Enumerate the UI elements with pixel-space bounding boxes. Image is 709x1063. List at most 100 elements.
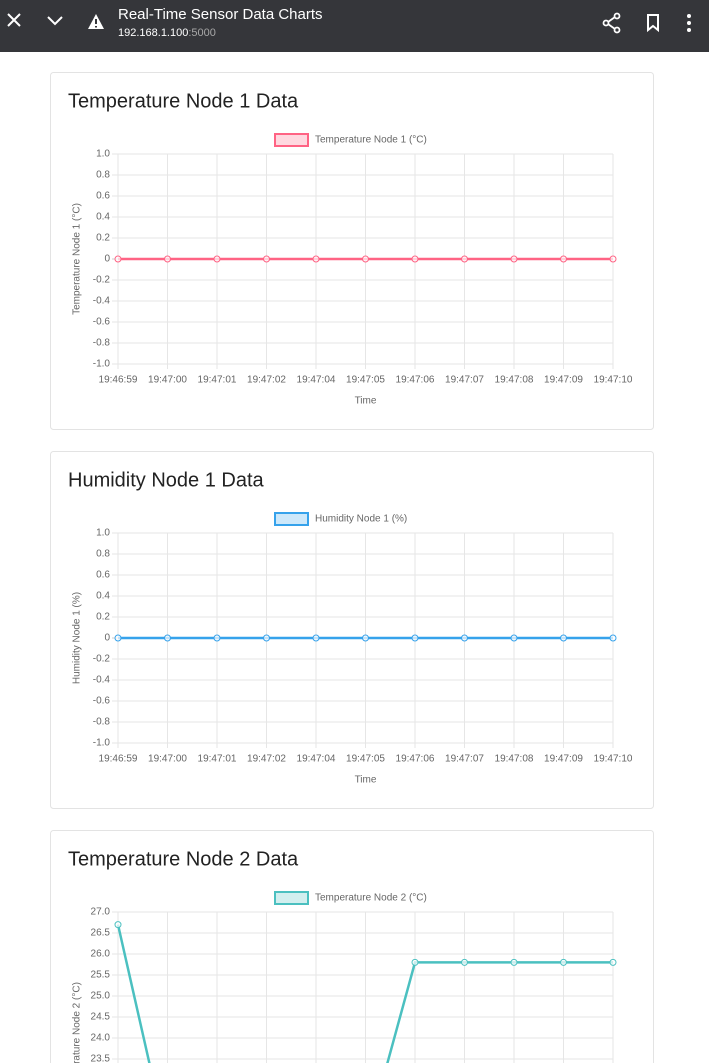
x-axis-label: Time (355, 775, 377, 786)
y-tick-label: 27.0 (91, 907, 111, 918)
y-tick-label: -1.0 (93, 359, 111, 370)
url-host: 192.168.1.100 (118, 27, 189, 39)
y-axis-label: Temperature Node 1 (°C) (72, 203, 83, 315)
y-tick-label: 0.2 (96, 233, 110, 244)
y-tick-label: 1.0 (96, 528, 110, 539)
legend-swatch (274, 133, 309, 147)
x-tick-label: 19:47:09 (544, 375, 583, 386)
data-point (114, 634, 122, 642)
data-point (461, 958, 468, 966)
x-tick-label: 19:47:01 (198, 375, 237, 386)
y-tick-label: 0.6 (96, 570, 110, 581)
menu-icon[interactable] (684, 13, 694, 33)
data-point (560, 634, 567, 642)
data-point (510, 255, 518, 263)
y-tick-label: 26.0 (91, 949, 111, 960)
x-axis-label: Time (355, 396, 377, 407)
y-tick-label: 0.2 (96, 612, 110, 623)
y-tick-label: 1.0 (96, 149, 110, 160)
data-point (510, 634, 518, 642)
y-tick-label: -0.6 (93, 696, 111, 707)
x-tick-label: 19:47:05 (346, 754, 385, 765)
data-point (411, 634, 419, 642)
y-tick-label: 26.5 (91, 928, 111, 939)
url-port: :5000 (188, 27, 216, 39)
legend-swatch (274, 512, 309, 526)
chart-title: Humidity Node 1 Data (68, 469, 265, 491)
data-point (510, 958, 518, 966)
data-point (263, 634, 270, 642)
warning-icon[interactable] (87, 13, 105, 31)
y-tick-label: 0.8 (96, 549, 110, 560)
data-point (461, 255, 468, 263)
x-tick-label: 19:47:08 (495, 754, 534, 765)
y-tick-label: 25.5 (91, 970, 111, 981)
data-point (114, 255, 122, 263)
share-icon[interactable] (601, 12, 623, 34)
x-tick-label: 19:47:05 (346, 375, 385, 386)
chart-title: Temperature Node 1 Data (68, 90, 299, 112)
y-tick-label: -0.8 (93, 717, 111, 728)
x-tick-label: 19:47:04 (297, 375, 336, 386)
data-point (263, 255, 270, 263)
y-tick-label: -0.6 (93, 317, 111, 328)
data-point (609, 255, 617, 263)
data-point (213, 255, 221, 263)
data-point (164, 634, 171, 642)
y-tick-label: 0.4 (96, 591, 110, 602)
y-tick-label: 0.6 (96, 191, 110, 202)
content: Temperature Node 1 Data Temperature Node … (50, 72, 654, 1063)
x-tick-label: 19:46:59 (99, 754, 138, 765)
data-point (461, 634, 468, 642)
series-line (116, 924, 613, 1063)
y-tick-label: -1.0 (93, 738, 111, 749)
data-point (312, 634, 320, 642)
y-tick-label: 0.4 (96, 212, 110, 223)
card (50, 830, 654, 1063)
y-tick-label: 0 (104, 633, 110, 644)
chart-title: Temperature Node 2 Data (68, 848, 299, 870)
bookmark-icon[interactable] (645, 13, 663, 33)
y-tick-label: -0.4 (93, 675, 111, 686)
data-point (362, 634, 369, 642)
x-tick-label: 19:47:02 (247, 754, 286, 765)
x-tick-label: 19:47:06 (396, 375, 435, 386)
data-point (411, 958, 419, 966)
y-tick-label: 24.0 (91, 1033, 111, 1044)
x-tick-label: 19:46:59 (99, 375, 138, 386)
y-tick-label: 23.5 (91, 1054, 111, 1063)
data-point (560, 958, 567, 966)
y-axis-label: Temperature Node 2 (°C) (72, 982, 83, 1063)
data-point (312, 255, 320, 263)
x-tick-label: 19:47:02 (247, 375, 286, 386)
y-tick-label: -0.4 (93, 296, 111, 307)
data-point (411, 255, 419, 263)
x-tick-label: 19:47:00 (148, 754, 187, 765)
x-tick-label: 19:47:07 (445, 375, 484, 386)
x-tick-label: 19:47:10 (594, 375, 633, 386)
x-tick-label: 19:47:00 (148, 375, 187, 386)
y-tick-label: 24.5 (91, 1012, 111, 1023)
x-tick-label: 19:47:04 (297, 754, 336, 765)
y-tick-label: -0.2 (93, 654, 111, 665)
url[interactable]: 192.168.1.100:5000 (118, 27, 216, 39)
x-tick-label: 19:47:01 (198, 754, 237, 765)
browser-bar: Real-Time Sensor Data Charts 192.168.1.1… (0, 0, 709, 52)
data-point (609, 634, 617, 642)
y-tick-label: -0.2 (93, 275, 111, 286)
data-point (213, 634, 221, 642)
y-tick-label: 25.0 (91, 991, 111, 1002)
data-point (164, 255, 171, 263)
close-icon[interactable] (5, 11, 23, 29)
data-point (609, 958, 617, 966)
x-tick-label: 19:47:10 (594, 754, 633, 765)
x-tick-label: 19:47:07 (445, 754, 484, 765)
page-title: Real-Time Sensor Data Charts (118, 6, 323, 23)
card (50, 72, 654, 430)
data-point (560, 255, 567, 263)
y-tick-label: 0.8 (96, 170, 110, 181)
x-tick-label: 19:47:08 (495, 375, 534, 386)
legend-label: Humidity Node 1 (%) (315, 514, 407, 525)
expand-icon[interactable] (46, 11, 64, 29)
